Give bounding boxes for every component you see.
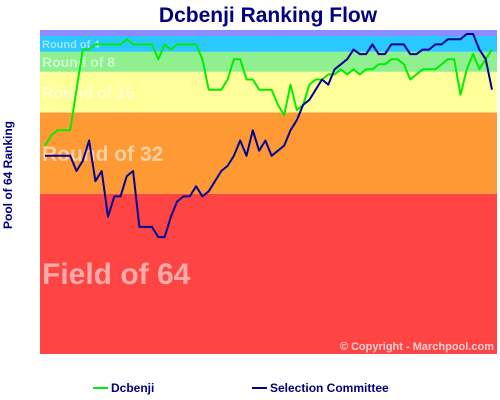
chart-title: Dcbenji Ranking Flow bbox=[159, 4, 378, 27]
band-label-round-of-4: Round of 4 bbox=[42, 39, 100, 51]
band-round-of-32 bbox=[40, 112, 497, 194]
legend-label-dcbenji: Dcbenji bbox=[111, 381, 154, 395]
legend-label-selection-committee: Selection Committee bbox=[270, 381, 389, 395]
band-label-round-of-32: Round of 32 bbox=[42, 143, 163, 166]
legend: Dcbenji Selection Committee bbox=[93, 381, 389, 395]
series-line-selection-committee bbox=[45, 33, 493, 239]
band-label-round-of-16: Round of 16 bbox=[42, 85, 135, 102]
band-round-of-16 bbox=[40, 71, 497, 113]
band-label-field-of-64: Field of 64 bbox=[42, 258, 191, 291]
copyright-annotation: © Copyright - Marchpool.com bbox=[340, 341, 494, 353]
band-field-of-64 bbox=[40, 193, 497, 354]
ranking-bands: Round of 4 Round of 8 Round of 16 Round of … bbox=[40, 30, 497, 354]
band-round-of-8 bbox=[40, 51, 497, 72]
band-label-round-of-8: Round of 8 bbox=[42, 54, 115, 70]
y-axis-label: Pool of 64 Ranking bbox=[1, 121, 15, 229]
series-line-dcbenji bbox=[44, 38, 493, 147]
band-top-stripe bbox=[40, 30, 497, 36]
series-lines bbox=[44, 33, 493, 239]
